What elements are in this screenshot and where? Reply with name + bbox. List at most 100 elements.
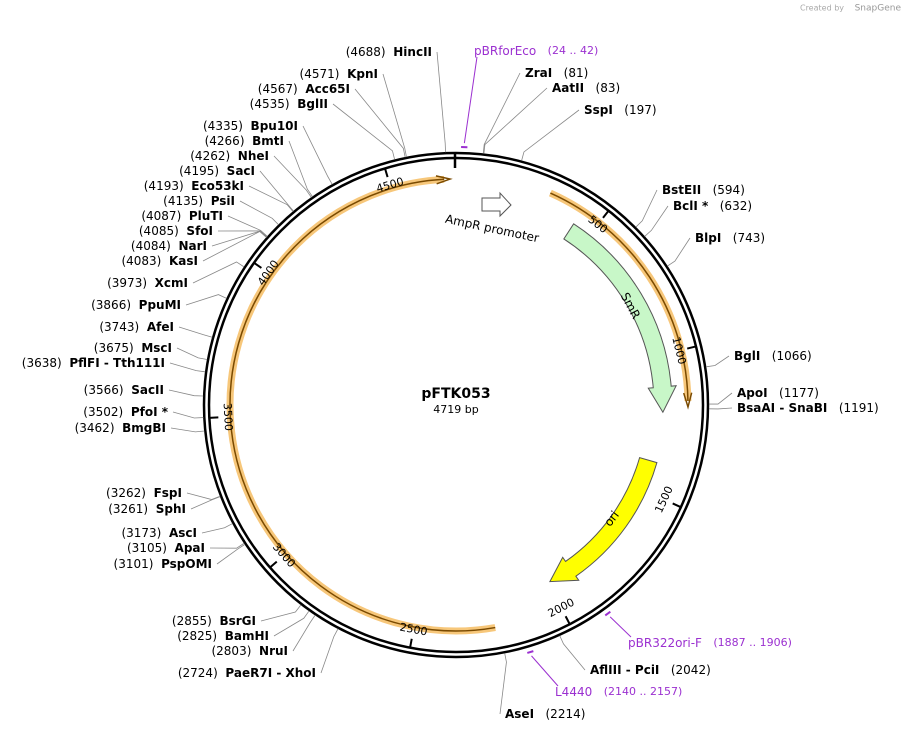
enzyme-position: (2855) <box>172 614 212 628</box>
enzyme-label: (3566) SacII <box>84 383 164 397</box>
enzyme-position: (3101) <box>114 557 154 571</box>
enzyme-name: AatII <box>552 81 584 95</box>
enzyme-position: (3973) <box>107 276 147 290</box>
enzyme-name: ApaI <box>175 541 205 555</box>
enzyme-name: PspOMI <box>161 557 212 571</box>
enzyme-label: (2855) BsrGI <box>172 614 256 628</box>
ruler-tick <box>672 502 682 509</box>
enzyme-name: AseI <box>505 707 534 721</box>
enzyme-leader <box>260 604 302 622</box>
enzyme-name: BlpI <box>695 231 721 245</box>
enzyme-leader <box>176 347 208 360</box>
ruler-label: 2500 <box>399 621 429 639</box>
plasmid-name: pFTK053 <box>421 386 490 402</box>
enzyme-leader <box>302 125 333 185</box>
enzyme-label: (4535) BglII <box>250 97 328 111</box>
enzyme-leader <box>644 205 669 237</box>
enzyme-label: (3638) PflFI - Tth111I <box>22 356 165 370</box>
enzyme-position: (4266) <box>205 134 245 148</box>
enzyme-name: PflFI - Tth111I <box>69 356 165 370</box>
ruler-tick <box>409 638 413 648</box>
enzyme-leader <box>172 411 204 419</box>
enzyme-name: MscI <box>141 341 172 355</box>
enzyme-leader <box>332 103 396 160</box>
enzyme-label: SspI (197) <box>584 103 657 117</box>
enzyme-leader <box>708 392 733 405</box>
enzyme-name: PaeR7I - XhoI <box>225 666 316 680</box>
enzyme-name: BmgBI <box>122 421 166 435</box>
enzyme-label: (4085) SfoI <box>139 224 213 238</box>
ruler-label: 1500 <box>652 484 675 515</box>
enzyme-position: (2825) <box>177 629 217 643</box>
enzyme-name: FspI <box>154 486 182 500</box>
primer-name: pBRforEco <box>474 44 536 58</box>
enzyme-leader <box>382 73 407 157</box>
enzyme-label: BsaAI - SnaBI (1191) <box>737 401 879 415</box>
enzyme-label: (4084) NarI <box>131 239 207 253</box>
enzyme-label: (3502) PfoI * <box>83 405 168 419</box>
enzyme-name: PluTI <box>189 209 223 223</box>
enzyme-label: AseI (2214) <box>505 707 585 721</box>
enzyme-label: (3743) AfeI <box>99 320 174 334</box>
ruler-tick <box>253 261 262 269</box>
ruler-tick <box>269 560 278 569</box>
primer-range: (2140 .. 2157) <box>604 685 683 698</box>
enzyme-leader <box>482 72 521 154</box>
enzyme-position: (4084) <box>131 239 171 253</box>
enzyme-leader <box>227 215 268 237</box>
enzyme-label: (4571) KpnI <box>300 67 378 81</box>
enzyme-leader <box>209 542 245 549</box>
enzyme-position: (3743) <box>99 320 139 334</box>
enzyme-name: PpuMI <box>139 298 181 312</box>
enzyme-leader <box>273 610 310 637</box>
enzyme-position: (1191) <box>839 401 879 415</box>
enzyme-label: (3675) MscI <box>94 341 172 355</box>
ruler-tick <box>686 345 697 350</box>
enzyme-leader <box>170 427 205 433</box>
enzyme-leader <box>201 523 233 534</box>
enzyme-position: (4567) <box>258 82 298 96</box>
enzyme-name: AflIII - PciI <box>590 663 659 677</box>
enzyme-position: (3262) <box>106 486 146 500</box>
enzyme-label: ApoI (1177) <box>737 386 819 400</box>
enzyme-position: (4083) <box>121 254 161 268</box>
primer-label: L4440 (2140 .. 2157) <box>555 685 682 699</box>
enzyme-leader <box>521 109 580 161</box>
primer-name: L4440 <box>555 685 592 699</box>
enzyme-position: (3105) <box>127 541 167 555</box>
enzyme-name: SspI <box>584 103 613 117</box>
enzyme-position: (4535) <box>250 97 290 111</box>
enzyme-label: (4262) NheI <box>190 149 269 163</box>
enzyme-label: (3101) PspOMI <box>114 557 212 571</box>
enzyme-label: BstEII (594) <box>662 183 745 197</box>
enzyme-name: Eco53kI <box>191 179 244 193</box>
feature-arrowhead <box>682 392 693 410</box>
enzyme-leader <box>185 294 227 306</box>
enzyme-label: (4083) KasI <box>121 254 198 268</box>
primer-mark <box>604 610 611 617</box>
primer-mark <box>527 650 534 654</box>
enzyme-label: AflIII - PciI (2042) <box>590 663 711 677</box>
enzyme-leader <box>292 614 316 652</box>
enzyme-label: (4135) PsiI <box>163 194 235 208</box>
enzyme-label: (3866) PpuMI <box>91 298 181 312</box>
enzyme-leader <box>169 362 206 373</box>
enzyme-position: (81) <box>564 66 589 80</box>
enzyme-position: (3502) <box>83 405 123 419</box>
enzyme-leader <box>259 170 294 212</box>
enzyme-name: AfeI <box>147 320 174 334</box>
enzyme-name: ApoI <box>737 386 768 400</box>
enzyme-leader <box>202 230 267 262</box>
enzyme-position: (2724) <box>178 666 218 680</box>
enzyme-leader <box>288 140 313 197</box>
enzyme-label: AatII (83) <box>552 81 620 95</box>
enzyme-label: (3105) ApaI <box>127 541 205 555</box>
enzyme-position: (4193) <box>144 179 184 193</box>
enzyme-label: (4335) Bpu10I <box>203 119 298 133</box>
feature-arrow <box>549 457 658 583</box>
ruler-label: 2000 <box>546 596 577 620</box>
feature-line <box>550 192 689 401</box>
enzyme-name: BglI <box>734 349 760 363</box>
enzyme-leader <box>320 628 339 674</box>
